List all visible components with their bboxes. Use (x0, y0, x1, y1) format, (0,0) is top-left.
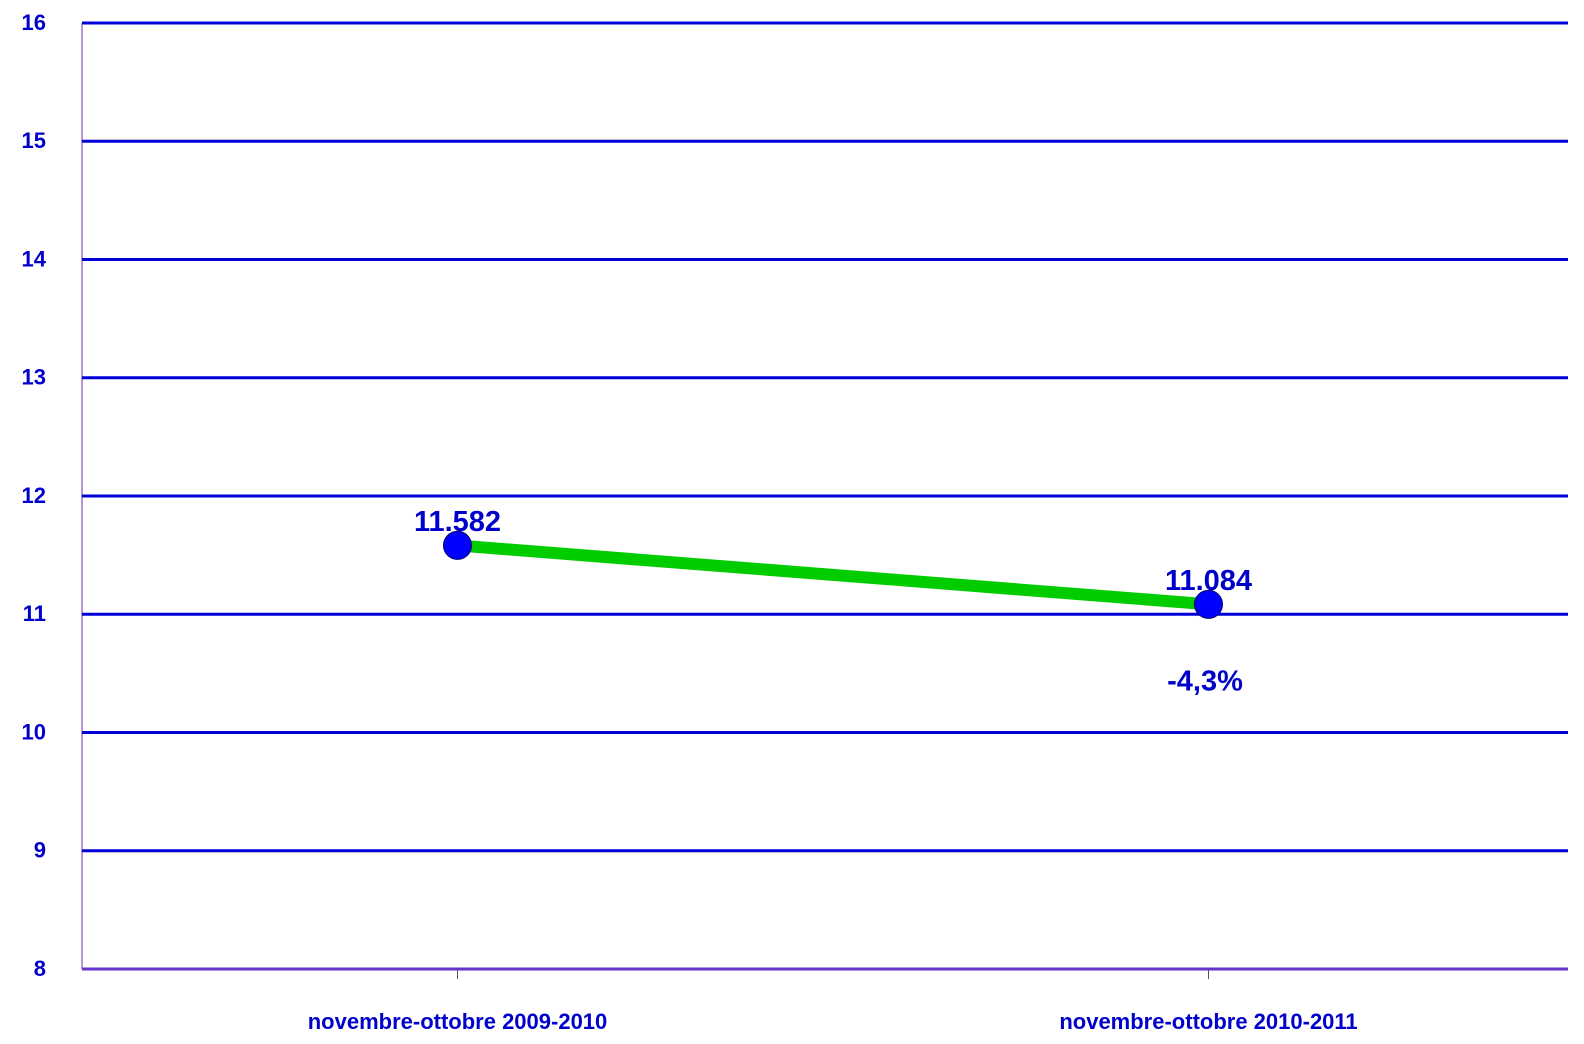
y-tick-label: 11 (23, 601, 46, 626)
annotation: -4,3% (1167, 666, 1243, 698)
y-tick-label: 15 (22, 128, 46, 153)
x-tick-label: novembre-ottobre 2010-2011 (1059, 1009, 1357, 1034)
data-label: 11.084 (1165, 565, 1252, 597)
y-tick-label: 13 (22, 365, 46, 390)
y-tick-label: 16 (22, 10, 46, 35)
y-tick-label: 8 (34, 956, 46, 981)
x-tick-label: novembre-ottobre 2009-2010 (308, 1009, 608, 1034)
y-tick-label: 12 (22, 483, 46, 508)
line (457, 539, 1209, 611)
marker (443, 530, 472, 560)
y-tick-label: 9 (34, 838, 46, 863)
marker (1194, 589, 1223, 619)
y-tick-label: 10 (22, 719, 46, 744)
data-label: 11.582 (414, 506, 501, 538)
y-tick-label: 14 (22, 246, 47, 271)
